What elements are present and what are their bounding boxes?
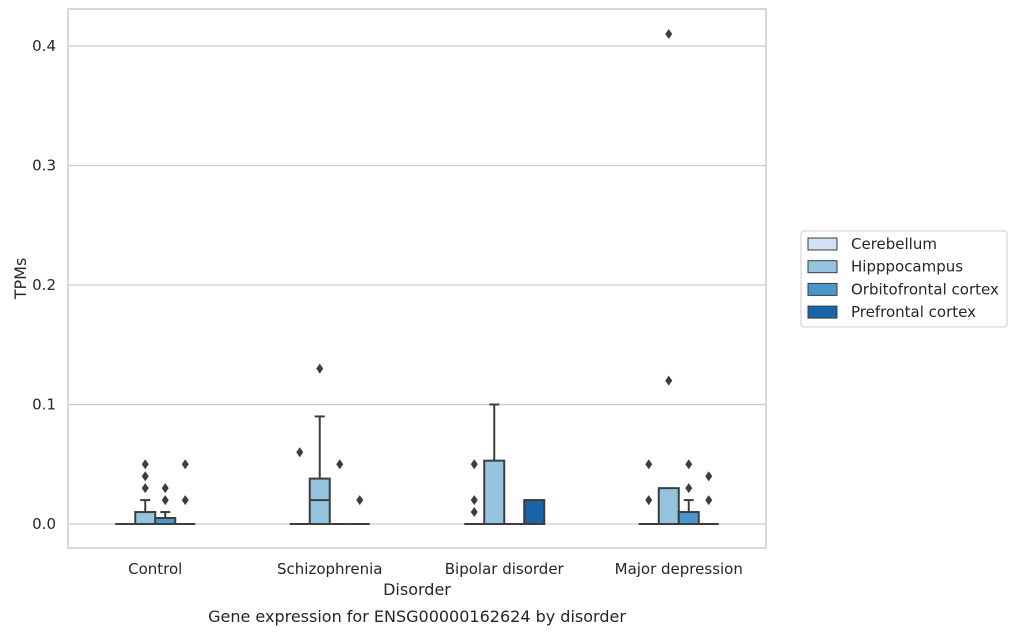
y-tick-label: 0.3 xyxy=(32,157,56,175)
outlier-point xyxy=(181,495,189,506)
outlier-point xyxy=(141,471,149,482)
box-body xyxy=(657,487,680,525)
x-tick-label: Schizophrenia xyxy=(277,560,382,578)
box-layer xyxy=(115,29,719,526)
x-tick-label: Control xyxy=(128,560,182,578)
box-hipppocampus xyxy=(308,363,331,525)
box-body xyxy=(308,477,331,525)
outlier-point xyxy=(645,459,653,470)
x-axis-label: Disorder xyxy=(383,580,451,599)
outlier-point xyxy=(336,459,344,470)
legend-swatch xyxy=(807,305,838,319)
outlier-point xyxy=(181,459,189,470)
box-orbitofrontal-cortex xyxy=(329,459,350,525)
outlier-point xyxy=(645,495,653,506)
outlier-point xyxy=(470,495,478,506)
legend-frame xyxy=(800,230,1008,328)
box-prefrontal-cortex xyxy=(698,471,719,525)
legend-swatch xyxy=(807,237,838,251)
y-tick-labels: 0.0 0.1 0.2 0.3 0.4 xyxy=(32,37,56,533)
outlier-point xyxy=(685,483,693,494)
gridlines xyxy=(68,45,766,525)
box-body xyxy=(677,511,700,525)
box-hipppocampus xyxy=(134,459,157,525)
outlier-point xyxy=(470,507,478,518)
outlier-point xyxy=(705,495,713,506)
legend-swatch xyxy=(807,282,838,296)
outlier-point xyxy=(705,471,713,482)
box-prefrontal-cortex xyxy=(523,499,546,526)
outlier-point xyxy=(665,375,673,386)
box-cerebellum xyxy=(638,459,659,525)
y-tick-label: 0.1 xyxy=(32,396,56,414)
outlier-point xyxy=(356,495,364,506)
outlier-point xyxy=(141,483,149,494)
y-tick-label: 0.4 xyxy=(32,37,56,55)
x-tick-label: Major depression xyxy=(615,560,743,578)
outlier-point xyxy=(470,459,478,470)
outlier-point xyxy=(141,459,149,470)
x-tick-labels: Control Schizophrenia Bipolar disorder Majo… xyxy=(128,560,743,578)
box-cerebellum xyxy=(464,459,485,525)
outlier-point xyxy=(685,459,693,470)
box-hipppocampus xyxy=(657,29,680,525)
box-orbitofrontal-cortex xyxy=(154,483,177,526)
chart-title: Gene expression for ENSG00000162624 by d… xyxy=(208,607,626,626)
x-tick-label: Bipolar disorder xyxy=(445,560,565,578)
box-hipppocampus xyxy=(483,403,506,526)
plot-frame xyxy=(67,8,767,549)
y-axis-label: TPMs xyxy=(11,258,30,301)
legend-label: Prefrontal cortex xyxy=(851,303,976,321)
box-body xyxy=(523,499,546,526)
y-tick-label: 0.0 xyxy=(32,515,56,533)
box-prefrontal-cortex xyxy=(175,459,196,525)
box-prefrontal-cortex xyxy=(349,495,370,525)
box-cerebellum xyxy=(289,447,310,525)
outlier-point xyxy=(316,363,324,374)
outlier-point xyxy=(296,447,304,458)
outlier-point xyxy=(665,29,673,40)
legend-label: Orbitofrontal cortex xyxy=(851,280,999,298)
box-orbitofrontal-cortex xyxy=(677,459,700,525)
y-tick-label: 0.2 xyxy=(32,276,56,294)
box-body xyxy=(134,511,157,525)
legend-label: Cerebellum xyxy=(851,235,937,253)
legend-label: Hipppocampus xyxy=(851,258,963,276)
outlier-point xyxy=(161,483,169,494)
legend: Cerebellum Hipppocampus Orbitofrontal cort… xyxy=(800,230,1008,328)
outlier-point xyxy=(161,495,169,506)
legend-swatch xyxy=(807,260,838,274)
box-body xyxy=(483,459,506,526)
